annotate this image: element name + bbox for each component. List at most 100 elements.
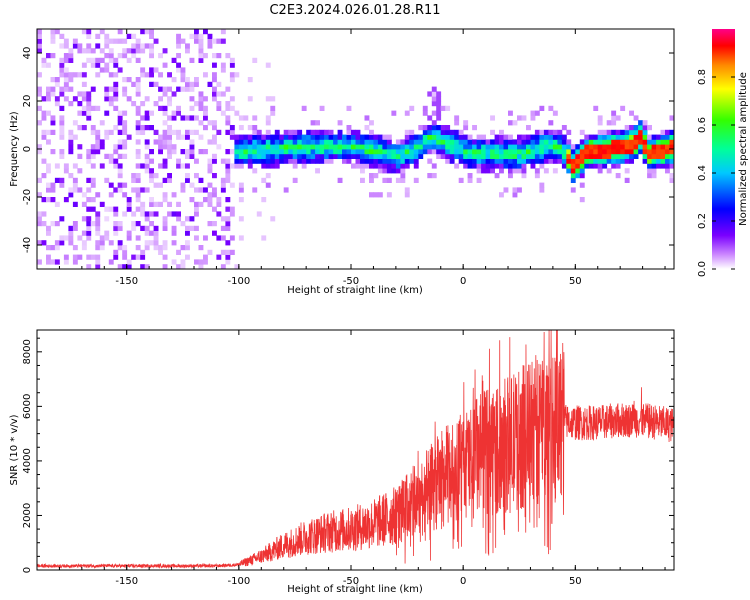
heatmap-cell (68, 149, 74, 155)
snr-series-line (37, 330, 674, 570)
heatmap-cell (660, 149, 666, 155)
heatmap-cell (665, 168, 670, 174)
heatmap-cell (234, 163, 240, 169)
heatmap-cell (90, 86, 96, 92)
heatmap-cell (490, 139, 495, 145)
x-tick-label: -150 (115, 576, 138, 587)
spectrogram-y-axis-label: Frequency (Hz) (9, 111, 20, 187)
heatmap-cell (543, 144, 549, 150)
heatmap-cell (180, 72, 186, 78)
heatmap-cell (216, 129, 222, 135)
heatmap-cell (651, 153, 657, 159)
heatmap-cell (113, 62, 119, 68)
heatmap-cell (364, 134, 370, 140)
heatmap-cell (86, 197, 92, 203)
heatmap-cell (404, 187, 410, 193)
heatmap-cell (642, 139, 648, 145)
heatmap-cell (512, 168, 518, 174)
heatmap-cell (95, 129, 101, 135)
heatmap-cell (539, 105, 545, 111)
heatmap-cell (386, 158, 392, 164)
heatmap-cell (503, 139, 509, 145)
heatmap-cell (454, 120, 460, 126)
heatmap-cell (41, 96, 47, 102)
heatmap-cell (638, 120, 643, 126)
heatmap-cell (63, 43, 69, 49)
heatmap-cell (185, 230, 190, 236)
heatmap-cell (185, 240, 190, 246)
heatmap-cell (90, 153, 96, 159)
heatmap-cell (167, 139, 172, 145)
heatmap-cell (539, 158, 545, 164)
heatmap-cell (144, 168, 150, 174)
heatmap-cell (68, 192, 74, 198)
heatmap-cell (382, 158, 388, 164)
heatmap-cell (95, 57, 101, 63)
heatmap-cell (615, 139, 621, 145)
heatmap-cell (86, 33, 92, 39)
heatmap-cell (50, 91, 56, 97)
heatmap-cell (642, 149, 648, 155)
heatmap-cell (41, 158, 47, 164)
heatmap-cell (72, 254, 78, 260)
y-tick-label: 0 (22, 146, 33, 152)
heatmap-cell (77, 101, 83, 107)
heatmap-cell (386, 163, 392, 169)
heatmap-cell (41, 110, 47, 116)
heatmap-cell (575, 149, 581, 155)
heatmap-cell (364, 139, 370, 145)
heatmap-cell (283, 139, 289, 145)
heatmap-cell (77, 235, 83, 241)
heatmap-cell (508, 134, 513, 140)
heatmap-cell (485, 158, 491, 164)
heatmap-cell (212, 134, 217, 140)
heatmap-cell (46, 129, 51, 135)
heatmap-cell (301, 158, 307, 164)
heatmap-cell (422, 149, 428, 155)
heatmap-cell (95, 221, 101, 227)
heatmap-cell (90, 57, 96, 63)
heatmap-cell (108, 101, 114, 107)
heatmap-cell (68, 139, 74, 145)
heatmap-cell (140, 206, 146, 212)
heatmap-cell (180, 245, 186, 251)
heatmap-cell (167, 173, 172, 179)
heatmap-cell (629, 125, 634, 131)
heatmap-cell (158, 105, 163, 111)
heatmap-cell (386, 139, 392, 145)
heatmap-cell (436, 134, 442, 140)
heatmap-cell (194, 225, 199, 231)
heatmap-cell (369, 192, 374, 198)
heatmap-cell (238, 149, 244, 155)
heatmap-cell (247, 158, 253, 164)
heatmap-cell (436, 149, 442, 155)
heatmap-cell (503, 163, 509, 169)
heatmap-cell (512, 158, 518, 164)
heatmap-cell (238, 158, 244, 164)
heatmap-cell (517, 149, 522, 155)
heatmap-cell (68, 230, 74, 236)
heatmap-cell (162, 221, 168, 227)
heatmap-cell (229, 129, 235, 135)
heatmap-cell (104, 96, 110, 102)
heatmap-cell (651, 139, 657, 145)
heatmap-cell (436, 110, 442, 116)
heatmap-cell (611, 115, 617, 121)
heatmap-cell (54, 81, 60, 87)
heatmap-cell (315, 134, 320, 140)
heatmap-cell (238, 125, 244, 131)
heatmap-cell (104, 235, 110, 241)
heatmap-cell (247, 149, 253, 155)
heatmap-cell (369, 149, 374, 155)
heatmap-cell (413, 177, 419, 183)
heatmap-cell (238, 187, 244, 193)
heatmap-cell (418, 149, 424, 155)
heatmap-cell (81, 201, 87, 207)
heatmap-cell (548, 158, 554, 164)
heatmap-cell (306, 139, 312, 145)
heatmap-cell (427, 134, 433, 140)
heatmap-cell (185, 48, 190, 54)
heatmap-cell (77, 168, 83, 174)
heatmap-cell (530, 134, 536, 140)
heatmap-cell (328, 144, 334, 150)
